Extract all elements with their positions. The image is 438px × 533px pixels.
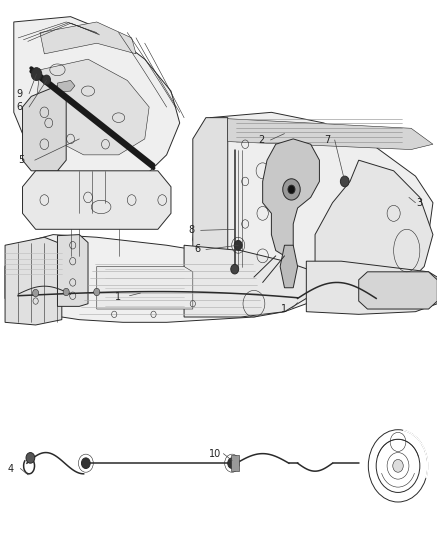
Circle shape [288,185,295,193]
Circle shape [94,288,100,296]
Polygon shape [22,86,66,171]
Text: 1: 1 [281,304,287,314]
Circle shape [228,458,237,469]
Text: 5: 5 [18,155,25,165]
Polygon shape [193,118,228,293]
Polygon shape [14,17,180,187]
Polygon shape [306,261,437,314]
Polygon shape [184,245,315,317]
Circle shape [32,289,39,297]
Circle shape [283,179,300,200]
Polygon shape [231,455,239,471]
Text: 2: 2 [259,135,265,145]
Text: 4: 4 [7,464,14,473]
Text: 1: 1 [115,292,121,302]
Circle shape [231,264,239,274]
Circle shape [42,75,50,85]
Polygon shape [228,119,433,150]
Polygon shape [263,139,319,256]
Polygon shape [22,171,171,229]
Text: 9: 9 [16,88,22,99]
Text: 6: 6 [16,102,22,112]
Polygon shape [40,22,136,54]
Polygon shape [97,266,193,309]
Polygon shape [57,80,75,92]
Circle shape [81,458,90,469]
Polygon shape [193,112,433,304]
Polygon shape [359,272,437,309]
Circle shape [26,453,35,463]
Circle shape [234,240,242,250]
Polygon shape [280,245,297,288]
Polygon shape [315,160,433,304]
Circle shape [393,459,403,472]
Polygon shape [35,59,149,155]
Polygon shape [57,235,88,306]
Text: 10: 10 [208,449,221,458]
Circle shape [340,176,349,187]
Circle shape [31,68,42,80]
Circle shape [63,288,69,296]
Polygon shape [5,235,315,322]
Text: 8: 8 [189,225,195,236]
Text: 7: 7 [324,135,330,145]
Polygon shape [5,237,62,325]
Text: 6: 6 [194,245,200,254]
Text: 3: 3 [417,198,423,208]
